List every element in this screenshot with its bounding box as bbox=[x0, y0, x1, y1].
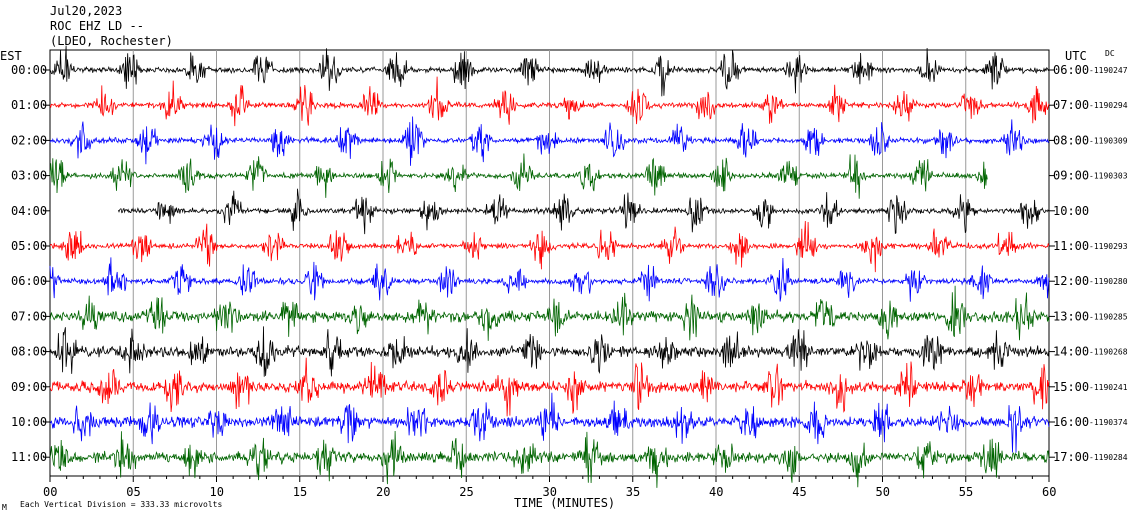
row-dc-value: -1190374 bbox=[1089, 418, 1128, 427]
dc-label: DC bbox=[1105, 49, 1115, 58]
row-label-utc: 17:00 bbox=[1053, 450, 1089, 464]
row-dc-value: -1190303 bbox=[1089, 172, 1128, 181]
row-dc-value: -1190293 bbox=[1089, 242, 1128, 251]
row-label-utc: 09:00 bbox=[1053, 169, 1089, 183]
x-axis-title: TIME (MINUTES) bbox=[514, 496, 615, 510]
row-dc-value: -1190284 bbox=[1089, 453, 1128, 462]
row-label-est: 05:00 bbox=[11, 239, 47, 253]
row-dc-value: -1190294 bbox=[1089, 101, 1128, 110]
x-tick-label: 60 bbox=[1042, 485, 1056, 499]
trace-row-1000 bbox=[49, 392, 1050, 453]
x-tick-label: 10 bbox=[210, 485, 224, 499]
trace-row-1100 bbox=[49, 430, 1050, 488]
row-label-est: 11:00 bbox=[11, 450, 47, 464]
x-tick-label: 40 bbox=[709, 485, 723, 499]
x-tick-label: 20 bbox=[376, 485, 390, 499]
trace-row-0100 bbox=[49, 76, 1050, 127]
station-code: ROC EHZ LD -- bbox=[50, 19, 144, 33]
row-label-est: 10:00 bbox=[11, 415, 47, 429]
row-label-est: 09:00 bbox=[11, 380, 47, 394]
seismic-traces bbox=[49, 45, 1050, 488]
row-dc-value: -1190268 bbox=[1089, 348, 1128, 357]
trace-row-0700 bbox=[49, 285, 1050, 341]
row-label-utc: 06:00 bbox=[1053, 63, 1089, 77]
row-label-est: 06:00 bbox=[11, 274, 47, 288]
row-label-utc: 13:00 bbox=[1053, 309, 1089, 323]
x-tick-label: 05 bbox=[126, 485, 140, 499]
trace-row-0000 bbox=[49, 45, 1050, 97]
plot-date: Jul20,2023 bbox=[50, 4, 122, 18]
row-label-est: 07:00 bbox=[11, 309, 47, 323]
row-label-utc: 07:00 bbox=[1053, 98, 1089, 112]
trace-row-0800 bbox=[49, 326, 1050, 377]
row-label-utc: 12:00 bbox=[1053, 274, 1089, 288]
x-tick-label: 00 bbox=[43, 485, 57, 499]
row-label-utc: 11:00 bbox=[1053, 239, 1089, 253]
trace-row-0200 bbox=[49, 116, 1050, 166]
row-label-est: 01:00 bbox=[11, 98, 47, 112]
row-label-utc: 14:00 bbox=[1053, 345, 1089, 359]
row-dc-value: -1190241 bbox=[1089, 383, 1128, 392]
row-label-est: 00:00 bbox=[11, 63, 47, 77]
x-tick-label: 50 bbox=[876, 485, 890, 499]
scale-note: Each Vertical Division = 333.33 microvol… bbox=[20, 500, 222, 509]
x-tick-label: 15 bbox=[293, 485, 307, 499]
trace-row-0500 bbox=[49, 220, 1050, 273]
right-timezone-label: UTC bbox=[1065, 49, 1087, 63]
row-label-utc: 15:00 bbox=[1053, 380, 1089, 394]
x-axis-ticks: 00 05 10 15 20 25 30 35 40 45 50 55 60 bbox=[43, 476, 1056, 499]
row-label-est: 04:00 bbox=[11, 204, 47, 218]
row-dc-value: -1190285 bbox=[1089, 312, 1128, 321]
x-tick-label: 25 bbox=[459, 485, 473, 499]
x-tick-label: 35 bbox=[626, 485, 640, 499]
row-dc-value: -1190280 bbox=[1089, 277, 1128, 286]
trace-row-0400 bbox=[117, 188, 1049, 235]
row-label-utc: 16:00 bbox=[1053, 415, 1089, 429]
station-network: (LDEO, Rochester) bbox=[50, 34, 173, 48]
trace-row-0600 bbox=[49, 257, 1050, 302]
left-timezone-label: EST bbox=[0, 49, 22, 63]
x-tick-label: 45 bbox=[792, 485, 806, 499]
row-label-est: 08:00 bbox=[11, 345, 47, 359]
row-label-utc: 10:00 bbox=[1053, 204, 1089, 218]
row-dc-value: -1190309 bbox=[1089, 136, 1128, 145]
row-dc-value: -1190247 bbox=[1089, 66, 1128, 75]
trace-row-0900 bbox=[49, 357, 1050, 417]
x-tick-label: 30 bbox=[543, 485, 557, 499]
corner-mark: M bbox=[2, 503, 7, 512]
row-label-est: 02:00 bbox=[11, 133, 47, 147]
trace-row-0300 bbox=[49, 153, 988, 199]
grid-lines bbox=[132, 50, 967, 476]
row-label-est: 03:00 bbox=[11, 169, 47, 183]
row-label-utc: 08:00 bbox=[1053, 133, 1089, 147]
x-tick-label: 55 bbox=[959, 485, 973, 499]
